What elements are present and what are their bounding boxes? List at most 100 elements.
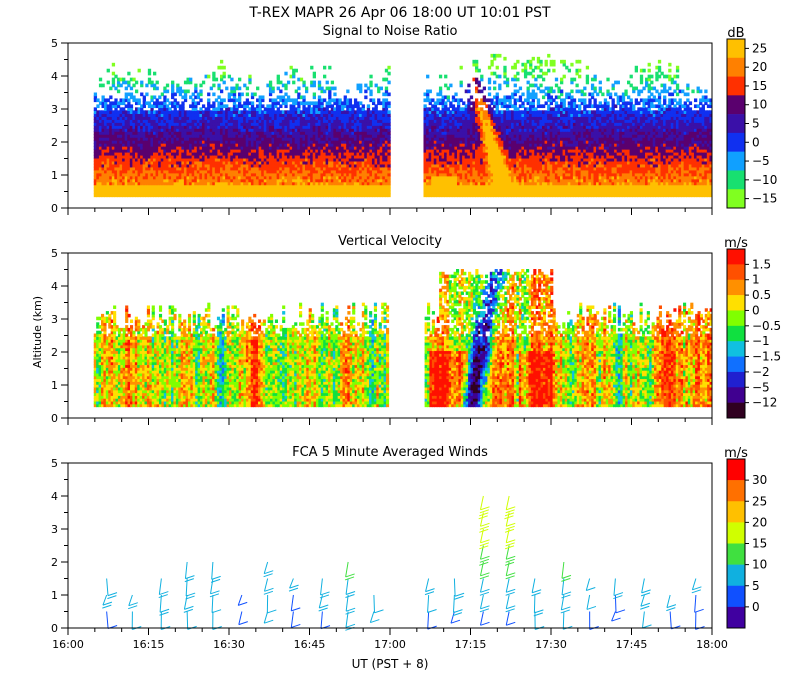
snr-cell <box>168 131 172 135</box>
snr-cell <box>505 184 510 189</box>
snr-cell <box>232 193 237 198</box>
snr-cell <box>364 145 368 150</box>
snr-cell <box>160 125 165 129</box>
snr-cell <box>165 175 170 180</box>
snr-cell <box>93 92 98 97</box>
snr-cell <box>207 187 211 192</box>
snr-cell <box>276 128 280 132</box>
snr-cell <box>374 110 378 114</box>
snr-cell <box>119 148 123 153</box>
snr-cell <box>104 178 108 183</box>
snr-cell <box>230 119 234 123</box>
snr-cell <box>292 184 296 189</box>
snr-cell <box>328 166 332 171</box>
snr-cell <box>302 169 306 174</box>
snr-cell <box>199 148 203 153</box>
snr-cell <box>140 92 144 97</box>
snr-cell <box>472 77 476 82</box>
snr-cell <box>477 134 481 138</box>
snr-cell <box>433 169 438 174</box>
snr-cell <box>456 148 461 153</box>
snr-cell <box>186 137 190 141</box>
snr-cell <box>377 119 381 123</box>
snr-cell <box>500 160 505 165</box>
snr-cell <box>297 128 301 132</box>
snr-cell <box>482 193 487 198</box>
snr-cell <box>464 187 468 192</box>
snr-cell <box>307 140 311 144</box>
snr-cell <box>199 113 203 117</box>
snr-cell <box>441 137 445 141</box>
snr-cell <box>335 119 340 123</box>
snr-cell <box>348 122 353 126</box>
snr-cell <box>384 125 389 129</box>
snr-cell <box>219 110 224 114</box>
snr-cell <box>204 151 208 156</box>
snr-cell <box>281 131 286 135</box>
snr-cell <box>98 137 103 141</box>
snr-cell <box>256 166 260 171</box>
snr-cell <box>268 140 273 144</box>
snr-cell <box>98 166 103 171</box>
snr-cell <box>194 163 198 168</box>
snr-cell <box>98 160 103 165</box>
snr-cell <box>286 98 291 103</box>
snr-cell <box>238 154 242 159</box>
snr-cell <box>214 142 219 147</box>
snr-cell <box>330 145 335 150</box>
snr-cell <box>248 119 252 123</box>
snr-cell <box>258 148 262 153</box>
snr-cell <box>286 172 291 177</box>
snr-cell <box>323 125 327 129</box>
snr-cell <box>194 190 198 195</box>
snr-cell <box>369 145 373 150</box>
snr-cell <box>176 142 180 147</box>
snr-cell <box>436 137 440 141</box>
snr-cell <box>438 148 443 153</box>
snr-cell <box>307 163 311 168</box>
snr-cell <box>250 137 255 141</box>
snr-cell <box>171 172 175 177</box>
snr-cell <box>475 181 479 186</box>
snr-cell <box>379 119 383 123</box>
snr-cell <box>335 134 340 138</box>
snr-cell <box>289 193 293 198</box>
snr-cell <box>323 160 327 165</box>
snr-cell <box>325 181 329 186</box>
snr-cell <box>317 187 322 192</box>
snr-cell <box>207 116 211 120</box>
snr-cell <box>194 116 198 120</box>
snr-cell <box>214 98 219 103</box>
snr-cell <box>487 119 492 123</box>
snr-cell <box>289 178 293 183</box>
snr-cell <box>312 131 316 135</box>
snr-cell <box>256 122 260 126</box>
snr-cell <box>122 178 126 183</box>
snr-cell <box>446 134 450 138</box>
snr-cell <box>163 101 167 106</box>
snr-cell <box>111 154 116 159</box>
snr-cell <box>258 119 262 123</box>
snr-cell <box>433 151 438 156</box>
snr-cell <box>183 151 188 156</box>
snr-cell <box>379 187 383 192</box>
snr-cell <box>163 128 167 132</box>
snr-cell <box>173 128 177 132</box>
snr-cell <box>114 104 118 109</box>
snr-cell <box>341 119 345 123</box>
snr-cell <box>444 148 448 153</box>
snr-cell <box>330 122 335 126</box>
snr-cell <box>330 104 335 109</box>
snr-cell <box>477 113 481 117</box>
snr-cell <box>186 154 190 159</box>
snr-cell <box>356 190 360 195</box>
snr-cell <box>284 145 288 150</box>
snr-cell <box>106 128 110 132</box>
snr-cell <box>438 140 443 144</box>
snr-cell <box>165 178 170 183</box>
snr-cell <box>359 83 363 88</box>
snr-cell <box>292 116 296 120</box>
snr-cell <box>328 101 332 106</box>
snr-cell <box>225 184 229 189</box>
snr-cell <box>160 181 165 186</box>
